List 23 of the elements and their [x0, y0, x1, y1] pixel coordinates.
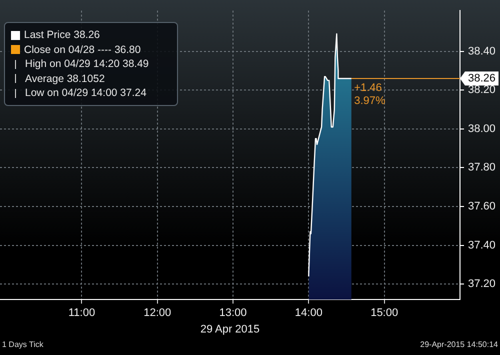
x-tick-label: 13:00	[219, 307, 247, 320]
annotation: Low on 04/29 14:00 37.24	[25, 86, 146, 100]
y-tick-label: 37.40	[468, 239, 496, 252]
y-tick-label: 38.00	[468, 122, 496, 135]
x-tick-label: 15:00	[370, 307, 398, 320]
text: 1 Days Tick	[2, 340, 44, 349]
annotation: High on 04/29 14:20 38.49	[25, 57, 149, 72]
y-tick-label: 37.60	[468, 200, 496, 213]
y-tick-label: 38.40	[468, 45, 496, 58]
text: 29-Apr-2015 14:50:14	[420, 340, 498, 349]
annotation: Last Price 38.26	[24, 28, 100, 42]
annotation: Average 38.1052	[25, 72, 105, 86]
y-tick-label: 38.20	[468, 84, 496, 96]
x-tick-label: 11:00	[68, 307, 96, 320]
y-tick-label: 37.20	[468, 278, 496, 290]
y-tick-label: 37.80	[468, 162, 496, 174]
annotation: +1.46	[354, 82, 382, 94]
x-tick-label: 14:00	[294, 307, 322, 320]
x-tick-label: 12:00	[144, 307, 172, 320]
annotation: Close on 04/28 ---- 36.80	[24, 42, 141, 57]
ref-line-label: 38.26	[468, 72, 496, 85]
annotation: 3.97%	[354, 94, 386, 107]
x-axis-title: 29 Apr 2015	[200, 323, 260, 336]
